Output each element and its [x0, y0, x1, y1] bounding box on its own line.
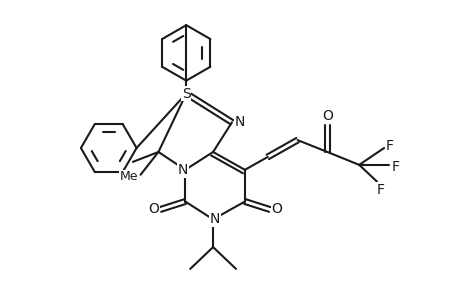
Text: O: O	[148, 202, 158, 216]
Text: O: O	[271, 202, 281, 216]
Text: F: F	[385, 139, 393, 153]
Text: O: O	[321, 109, 332, 123]
Text: F: F	[391, 160, 399, 174]
Text: Me: Me	[119, 170, 138, 183]
Text: S: S	[181, 86, 190, 100]
Text: F: F	[376, 183, 384, 196]
Text: N: N	[178, 163, 188, 177]
Text: N: N	[209, 212, 220, 226]
Text: N: N	[234, 115, 245, 129]
